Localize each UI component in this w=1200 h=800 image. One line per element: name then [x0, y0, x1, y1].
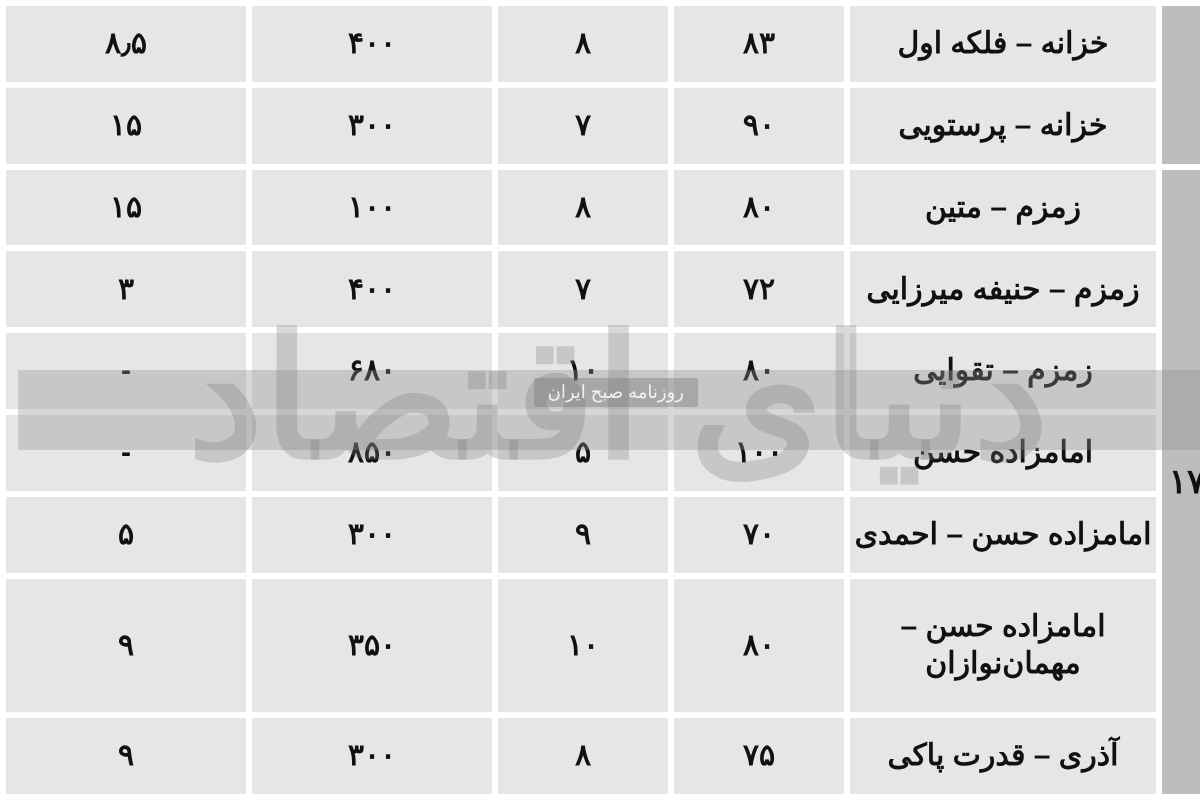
cell-v4: -	[0, 333, 228, 409]
cell-v3: ۳۰۰	[234, 88, 474, 164]
cell-v1: ۹۰	[656, 88, 826, 164]
cell-v2: ۱۰	[480, 333, 650, 409]
table-row: آذری – قدرت پاکی ۷۵ ۸ ۳۰۰ ۹	[0, 718, 1194, 794]
cell-name: زمزم – حنیفه میرزایی	[832, 251, 1138, 327]
cell-name: زمزم – تقوایی	[832, 333, 1138, 409]
cell-v2: ۱۰	[480, 579, 650, 712]
cell-name: زمزم – متین	[832, 170, 1138, 246]
cell-name: امامزاده حسن – مهمان‌نوازان	[832, 579, 1138, 712]
cell-v4: -	[0, 415, 228, 491]
cell-v4: ۱۵	[0, 88, 228, 164]
cell-v3: ۴۰۰	[234, 6, 474, 82]
cell-v1: ۸۰	[656, 170, 826, 246]
cell-v4: ۹	[0, 579, 228, 712]
cell-name: امامزاده حسن – احمدی	[832, 497, 1138, 573]
cell-v1: ۸۰	[656, 333, 826, 409]
table-row: امامزاده حسن – احمدی ۷۰ ۹ ۳۰۰ ۵	[0, 497, 1194, 573]
cell-v1: ۸۰	[656, 579, 826, 712]
cell-v1: ۷۰	[656, 497, 826, 573]
cell-v3: ۶۸۰	[234, 333, 474, 409]
cell-v2: ۸	[480, 718, 650, 794]
cell-v3: ۳۰۰	[234, 497, 474, 573]
cell-v1: ۸۳	[656, 6, 826, 82]
price-table-container: خزانه – فلکه اول ۸۳ ۸ ۴۰۰ ۸٫۵ خزانه – پر…	[0, 0, 1200, 800]
table-row: زمزم – حنیفه میرزایی ۷۲ ۷ ۴۰۰ ۳	[0, 251, 1194, 327]
table-row: خزانه – فلکه اول ۸۳ ۸ ۴۰۰ ۸٫۵	[0, 6, 1194, 82]
cell-v1: ۷۲	[656, 251, 826, 327]
cell-v3: ۸۵۰	[234, 415, 474, 491]
cell-v3: ۱۰۰	[234, 170, 474, 246]
cell-v3: ۴۰۰	[234, 251, 474, 327]
table-row: امامزاده حسن – مهمان‌نوازان ۸۰ ۱۰ ۳۵۰ ۹	[0, 579, 1194, 712]
table-row: ۱۷ زمزم – متین ۸۰ ۸ ۱۰۰ ۱۵	[0, 170, 1194, 246]
cell-name: خزانه – پرستویی	[832, 88, 1138, 164]
cell-v4: ۸٫۵	[0, 6, 228, 82]
table-row: زمزم – تقوایی ۸۰ ۱۰ ۶۸۰ -	[0, 333, 1194, 409]
cell-v4: ۳	[0, 251, 228, 327]
group2-side: ۱۷	[1144, 170, 1194, 794]
cell-v2: ۸	[480, 6, 650, 82]
cell-v2: ۵	[480, 415, 650, 491]
cell-v2: ۷	[480, 251, 650, 327]
cell-v2: ۸	[480, 170, 650, 246]
cell-v4: ۹	[0, 718, 228, 794]
cell-v4: ۱۵	[0, 170, 228, 246]
cell-name: امامزاده حسن	[832, 415, 1138, 491]
group1-side	[1144, 6, 1194, 164]
cell-v1: ۱۰۰	[656, 415, 826, 491]
cell-name: آذری – قدرت پاکی	[832, 718, 1138, 794]
table-row: خزانه – پرستویی ۹۰ ۷ ۳۰۰ ۱۵	[0, 88, 1194, 164]
table-row: امامزاده حسن ۱۰۰ ۵ ۸۵۰ -	[0, 415, 1194, 491]
cell-v3: ۳۰۰	[234, 718, 474, 794]
cell-v3: ۳۵۰	[234, 579, 474, 712]
cell-v1: ۷۵	[656, 718, 826, 794]
cell-v2: ۹	[480, 497, 650, 573]
price-table: خزانه – فلکه اول ۸۳ ۸ ۴۰۰ ۸٫۵ خزانه – پر…	[0, 0, 1200, 800]
cell-v4: ۵	[0, 497, 228, 573]
cell-v2: ۷	[480, 88, 650, 164]
cell-name: خزانه – فلکه اول	[832, 6, 1138, 82]
